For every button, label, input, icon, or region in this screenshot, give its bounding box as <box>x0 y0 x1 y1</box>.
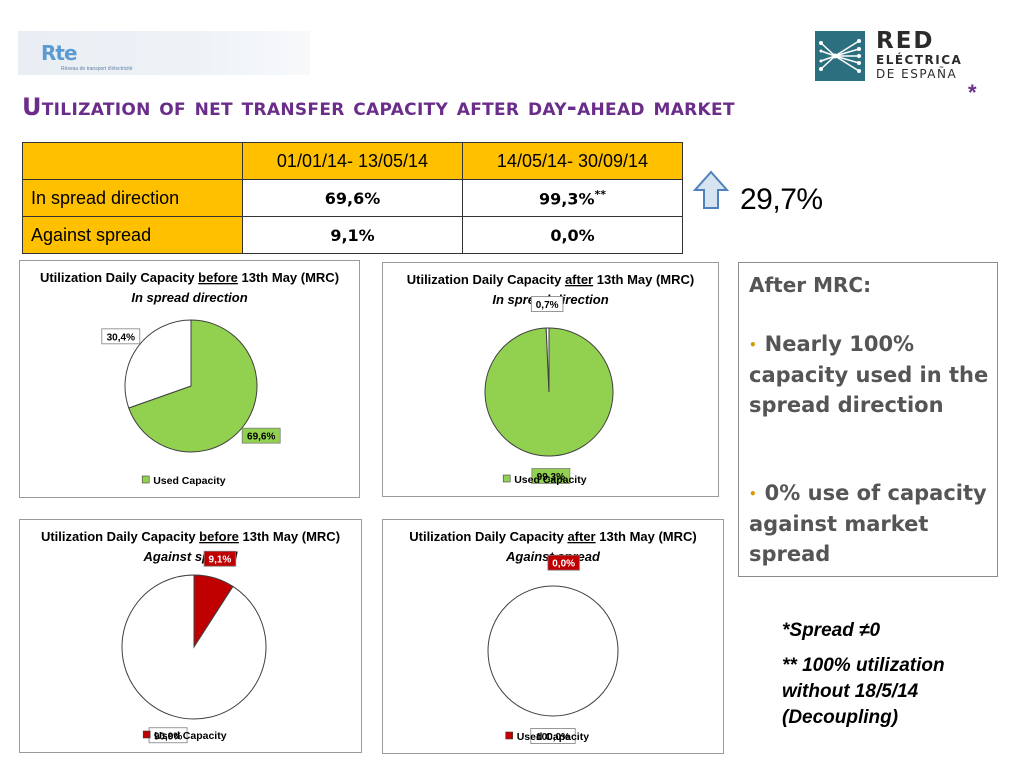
table-row: In spread direction 69,6% 99,3%** <box>22 179 683 217</box>
legend-swatch <box>502 474 511 483</box>
pie-slice <box>128 319 258 453</box>
table-header-cell: 14/05/14- 30/09/14 <box>462 142 683 180</box>
rte-logo: Rte Réseau de transport d'électricité <box>18 31 310 75</box>
pie-slice <box>121 574 267 720</box>
page-title: Utilization of net transfer capacity aft… <box>22 93 735 121</box>
ree-logo-icon <box>815 31 865 81</box>
chart-title-part: 13th May (MRC) <box>596 529 697 544</box>
table-header-row: 01/01/14- 13/05/14 14/05/14- 30/09/14 <box>22 142 683 180</box>
pie-chart-before-against: Utilization Daily Capacity before 13th M… <box>19 519 362 753</box>
legend-label: Used Capacity <box>154 730 227 742</box>
chart-title: Utilization Daily Capacity before 13th M… <box>41 529 340 544</box>
table-row-label: Against spread <box>22 216 243 254</box>
data-label: 99,3% <box>537 472 565 483</box>
chart-title-part: Utilization Daily Capacity <box>409 529 567 544</box>
legend-label: Used Capacity <box>153 475 226 487</box>
pie-slice <box>487 585 619 717</box>
chart-title: Utilization Daily Capacity before 13th M… <box>40 270 339 285</box>
table-cell: 99,3%** <box>462 179 683 217</box>
pie-chart-svg: Utilization Daily Capacity before 13th M… <box>41 529 340 744</box>
data-label: 90,9% <box>154 731 182 742</box>
rte-logo-tagline: Réseau de transport d'électricité <box>61 66 133 72</box>
data-label-box <box>241 427 281 444</box>
table-cell-value: 99,3% <box>538 189 595 209</box>
after-mrc-heading: After MRC: <box>749 273 872 297</box>
after-mrc-bullet: • 0% use of capacity against market sprea… <box>749 478 994 569</box>
table-cell: 9,1% <box>242 216 463 254</box>
data-label-box <box>531 468 571 484</box>
table-header-cell <box>22 142 243 180</box>
legend-label: Used Capacity <box>514 474 587 486</box>
chart-title-part: Utilization Daily Capacity <box>40 270 198 285</box>
ree-logo-line2: ELÉCTRICA <box>876 53 963 67</box>
data-label: 0,0% <box>552 559 575 570</box>
capacity-table: 01/01/14- 13/05/14 14/05/14- 30/09/14 In… <box>22 142 683 254</box>
table-row: Against spread 9,1% 0,0% <box>22 216 683 254</box>
table-header-cell: 01/01/14- 13/05/14 <box>242 142 463 180</box>
data-label: 30,4% <box>107 332 135 343</box>
chart-title-part: after <box>567 529 595 544</box>
pie-chart-before-spread: Utilization Daily Capacity before 13th M… <box>19 260 360 498</box>
data-label: 0,7% <box>536 300 559 311</box>
pie-chart-svg: Utilization Daily Capacity after 13th Ma… <box>409 529 697 744</box>
chart-title-part: before <box>198 270 238 285</box>
after-mrc-bullet-text: 0% use of capacity against market spread <box>749 481 987 566</box>
table-row-label: In spread direction <box>22 179 243 217</box>
data-label-box <box>101 328 141 345</box>
pie-chart-after-against: Utilization Daily Capacity after 13th Ma… <box>382 519 724 754</box>
data-label-box <box>203 550 237 567</box>
chart-title-part: after <box>565 272 593 287</box>
table-cell: 69,6% <box>242 179 463 217</box>
data-label: 69,6% <box>247 432 275 443</box>
increase-value: 29,7% <box>740 183 823 216</box>
chart-title: Utilization Daily Capacity after 13th Ma… <box>409 529 697 544</box>
chart-title: Utilization Daily Capacity after 13th Ma… <box>407 272 695 287</box>
legend-swatch <box>505 731 513 740</box>
data-label: 100,0% <box>536 732 570 743</box>
chart-title-part: 13th May (MRC) <box>239 529 340 544</box>
pie-slice <box>124 319 192 409</box>
note-utilization: ** 100% utilization without 18/5/14 (Dec… <box>782 655 945 728</box>
ree-logo-line3: DE ESPAÑA <box>876 67 958 81</box>
pie-chart-after-spread: Utilization Daily Capacity after 13th Ma… <box>382 262 719 497</box>
data-label: 9,1% <box>209 555 232 566</box>
after-mrc-bullet: • Nearly 100% capacity used in the spread… <box>749 329 994 420</box>
table-cell-footnote-mark: ** <box>594 187 607 201</box>
bullet-dot-icon: • <box>749 487 757 501</box>
chart-title-part: Utilization Daily Capacity <box>41 529 199 544</box>
after-mrc-box: After MRC: • Nearly 100% capacity used in… <box>738 262 998 577</box>
rte-logo-mark: Rte <box>41 41 78 65</box>
pie-slice <box>545 327 550 393</box>
up-arrow-icon <box>692 170 730 210</box>
title-asterisk: * <box>968 80 977 105</box>
after-mrc-bullet-text: Nearly 100% capacity used in the spread … <box>749 332 989 417</box>
pie-chart-svg: Utilization Daily Capacity before 13th M… <box>40 270 339 487</box>
table-cell: 0,0% <box>462 216 683 254</box>
chart-title-part: 13th May (MRC) <box>238 270 339 285</box>
chart-title-part: 13th May (MRC) <box>593 272 694 287</box>
chart-title-part: before <box>199 529 239 544</box>
chart-subtitle: In spread direction <box>131 290 247 305</box>
note-spread: *Spread ≠0 <box>782 620 881 641</box>
ree-logo-line1: RED <box>876 28 935 54</box>
legend-swatch <box>142 730 151 739</box>
pie-chart-svg: Utilization Daily Capacity after 13th Ma… <box>407 272 695 486</box>
data-label-box <box>547 554 580 571</box>
bullet-dot-icon: • <box>749 338 757 352</box>
data-label-box <box>530 296 564 312</box>
data-label-box <box>530 728 576 744</box>
legend-swatch <box>141 475 150 484</box>
chart-title-part: Utilization Daily Capacity <box>407 272 565 287</box>
legend-label: Used Capacity <box>517 731 590 743</box>
